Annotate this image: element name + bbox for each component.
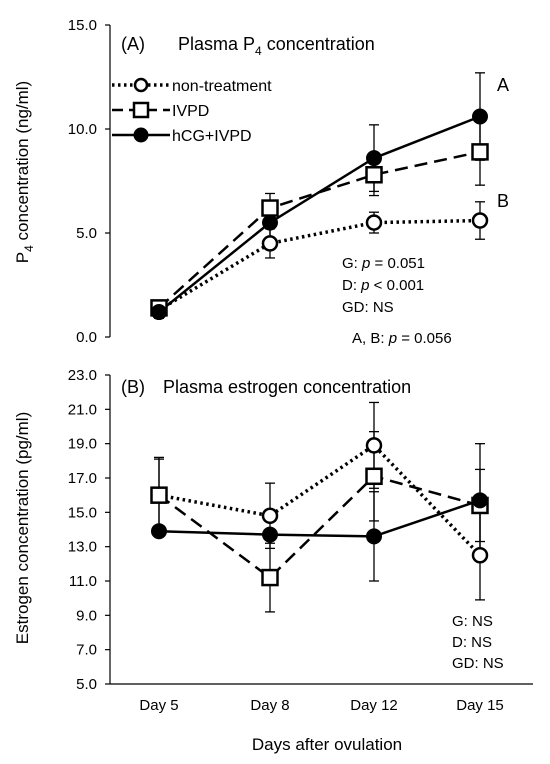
b-point-non-treatment — [365, 437, 383, 454]
panel-a-ylabel: P4 concentration (ng/ml) — [13, 81, 36, 263]
a-point-ivpd — [471, 143, 489, 161]
stat-g: G: p = 0.051 — [342, 255, 425, 272]
b-point-hcg-ivpd — [262, 526, 278, 543]
legend-marker-hcg-ivpd — [133, 127, 149, 143]
a-point-non-treatment — [471, 212, 489, 229]
stat-d: D: p < 0.001 — [342, 277, 424, 294]
b-y-tick-label: 5.0 — [76, 676, 97, 693]
b-point-ivpd — [365, 467, 383, 486]
legend: non-treatment IVPD hCG+IVPD — [112, 77, 272, 145]
group-letter-lower: B — [497, 191, 509, 211]
b-point-ivpd — [150, 486, 168, 504]
b-point-hcg-ivpd — [472, 492, 488, 509]
b-point-ivpd — [261, 568, 279, 587]
legend-marker-ivpd — [132, 101, 150, 119]
a-series-line-0 — [158, 218, 481, 312]
panel-a: (A) Plasma P4 concentration P4 concentra… — [13, 34, 509, 347]
x-axis-title: Days after ovulation — [252, 735, 402, 754]
b-y-tick-label: 9.0 — [76, 607, 97, 624]
legend-label-non-treatment: non-treatment — [172, 78, 272, 95]
b-y-tick-label: 19.0 — [68, 436, 97, 453]
panel-a-plot: 0.0 5.0 10.0 15.0 — [68, 17, 489, 346]
a-series-line-2 — [158, 115, 481, 314]
a-point-hcg-ivpd — [366, 150, 382, 167]
stat-ab: A, B: p = 0.056 — [352, 330, 452, 347]
b-y-tick-label: 7.0 — [76, 642, 97, 659]
x-tick-label: Day 8 — [250, 697, 289, 714]
b-y-tick-label: 13.0 — [68, 539, 97, 556]
panel-b-label: (B) — [121, 377, 145, 397]
b-series-line-1 — [158, 474, 481, 580]
legend-label-hcg-ivpd: hCG+IVPD — [172, 128, 252, 145]
a-point-hcg-ivpd — [151, 304, 167, 321]
a-y-tick-label: 10.0 — [68, 121, 97, 138]
x-tick-label: Day 12 — [350, 697, 398, 714]
b-y-tick-label: 21.0 — [68, 401, 97, 418]
stat-b-d: D: NS — [452, 634, 492, 651]
stat-gd: GD: NS — [342, 299, 394, 316]
b-series-line-2 — [158, 499, 481, 538]
panel-b-plot: 5.0 7.0 9.0 11.0 13.0 15.0 17.0 19.0 21.0 23.0 — [68, 367, 489, 693]
b-point-hcg-ivpd — [151, 523, 167, 540]
a-series-line-1 — [158, 150, 481, 309]
stat-b-gd: GD: NS — [452, 655, 504, 672]
a-point-ivpd — [365, 166, 383, 184]
legend-marker-non-treatment — [133, 77, 149, 93]
a-y-tick-label: 15.0 — [68, 17, 97, 34]
b-y-tick-label: 17.0 — [68, 470, 97, 487]
panel-a-title: Plasma P4 concentration — [178, 34, 375, 58]
legend-item-non-treatment: non-treatment — [112, 77, 272, 95]
b-series-line-0 — [158, 443, 482, 557]
legend-item-hcg-ivpd: hCG+IVPD — [112, 127, 252, 145]
a-point-non-treatment — [365, 214, 383, 231]
a-y-tick-label: 0.0 — [76, 329, 97, 346]
b-point-hcg-ivpd — [366, 528, 382, 545]
b-y-tick-label: 15.0 — [68, 504, 97, 521]
x-tick-label: Day 15 — [456, 697, 504, 714]
b-point-non-treatment — [471, 547, 489, 564]
x-axis: Day 5 Day 8 Day 12 Day 15 — [110, 683, 533, 714]
b-y-tick-label: 23.0 — [68, 367, 97, 384]
stat-b-g: G: NS — [452, 613, 493, 630]
legend-item-ivpd: IVPD — [112, 101, 209, 120]
panel-a-label: (A) — [121, 34, 145, 54]
panel-b-ylabel: Estrogen concentration (pg/ml) — [13, 412, 32, 644]
a-point-hcg-ivpd — [262, 214, 278, 231]
b-y-tick-label: 11.0 — [69, 573, 97, 590]
b-point-non-treatment — [261, 507, 279, 525]
panel-b: (B) Plasma estrogen concentration Estrog… — [13, 377, 504, 672]
legend-label-ivpd: IVPD — [172, 103, 209, 120]
x-tick-label: Day 5 — [139, 697, 178, 714]
a-y-tick-label: 5.0 — [76, 225, 97, 242]
a-point-non-treatment — [261, 235, 279, 252]
a-point-hcg-ivpd — [472, 108, 488, 125]
a-point-ivpd — [261, 199, 279, 217]
group-letter-upper: A — [497, 75, 509, 95]
panel-b-title: Plasma estrogen concentration — [163, 377, 411, 397]
